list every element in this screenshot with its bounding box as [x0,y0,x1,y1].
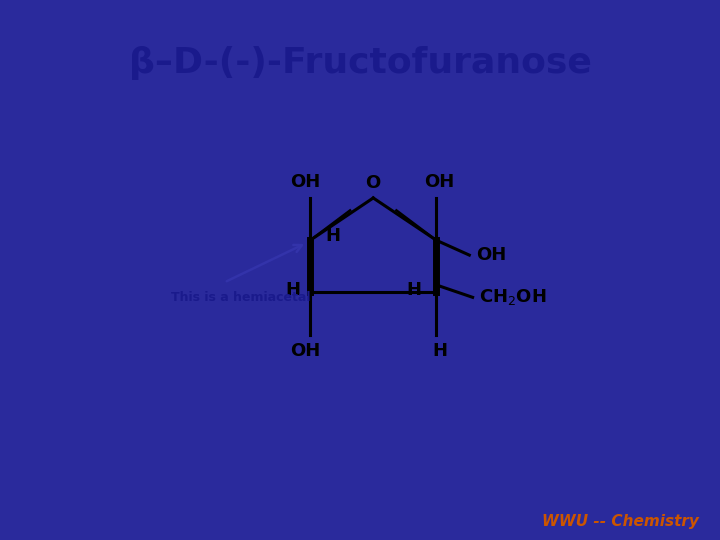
Text: CH$_2$OH: CH$_2$OH [480,287,547,307]
Text: H: H [407,281,422,299]
Text: H: H [432,342,447,360]
Text: OH: OH [476,246,506,264]
Text: OH: OH [424,172,454,191]
Text: H: H [285,281,300,299]
Text: H: H [325,227,340,245]
Text: WWU -- Chemistry: WWU -- Chemistry [541,514,698,529]
Text: This is a hemiacetal: This is a hemiacetal [171,291,311,304]
Text: OH: OH [290,172,320,191]
Text: O: O [366,174,381,192]
Text: OH: OH [290,342,320,360]
Text: β–D-(-)-Fructofuranose: β–D-(-)-Fructofuranose [129,46,591,80]
